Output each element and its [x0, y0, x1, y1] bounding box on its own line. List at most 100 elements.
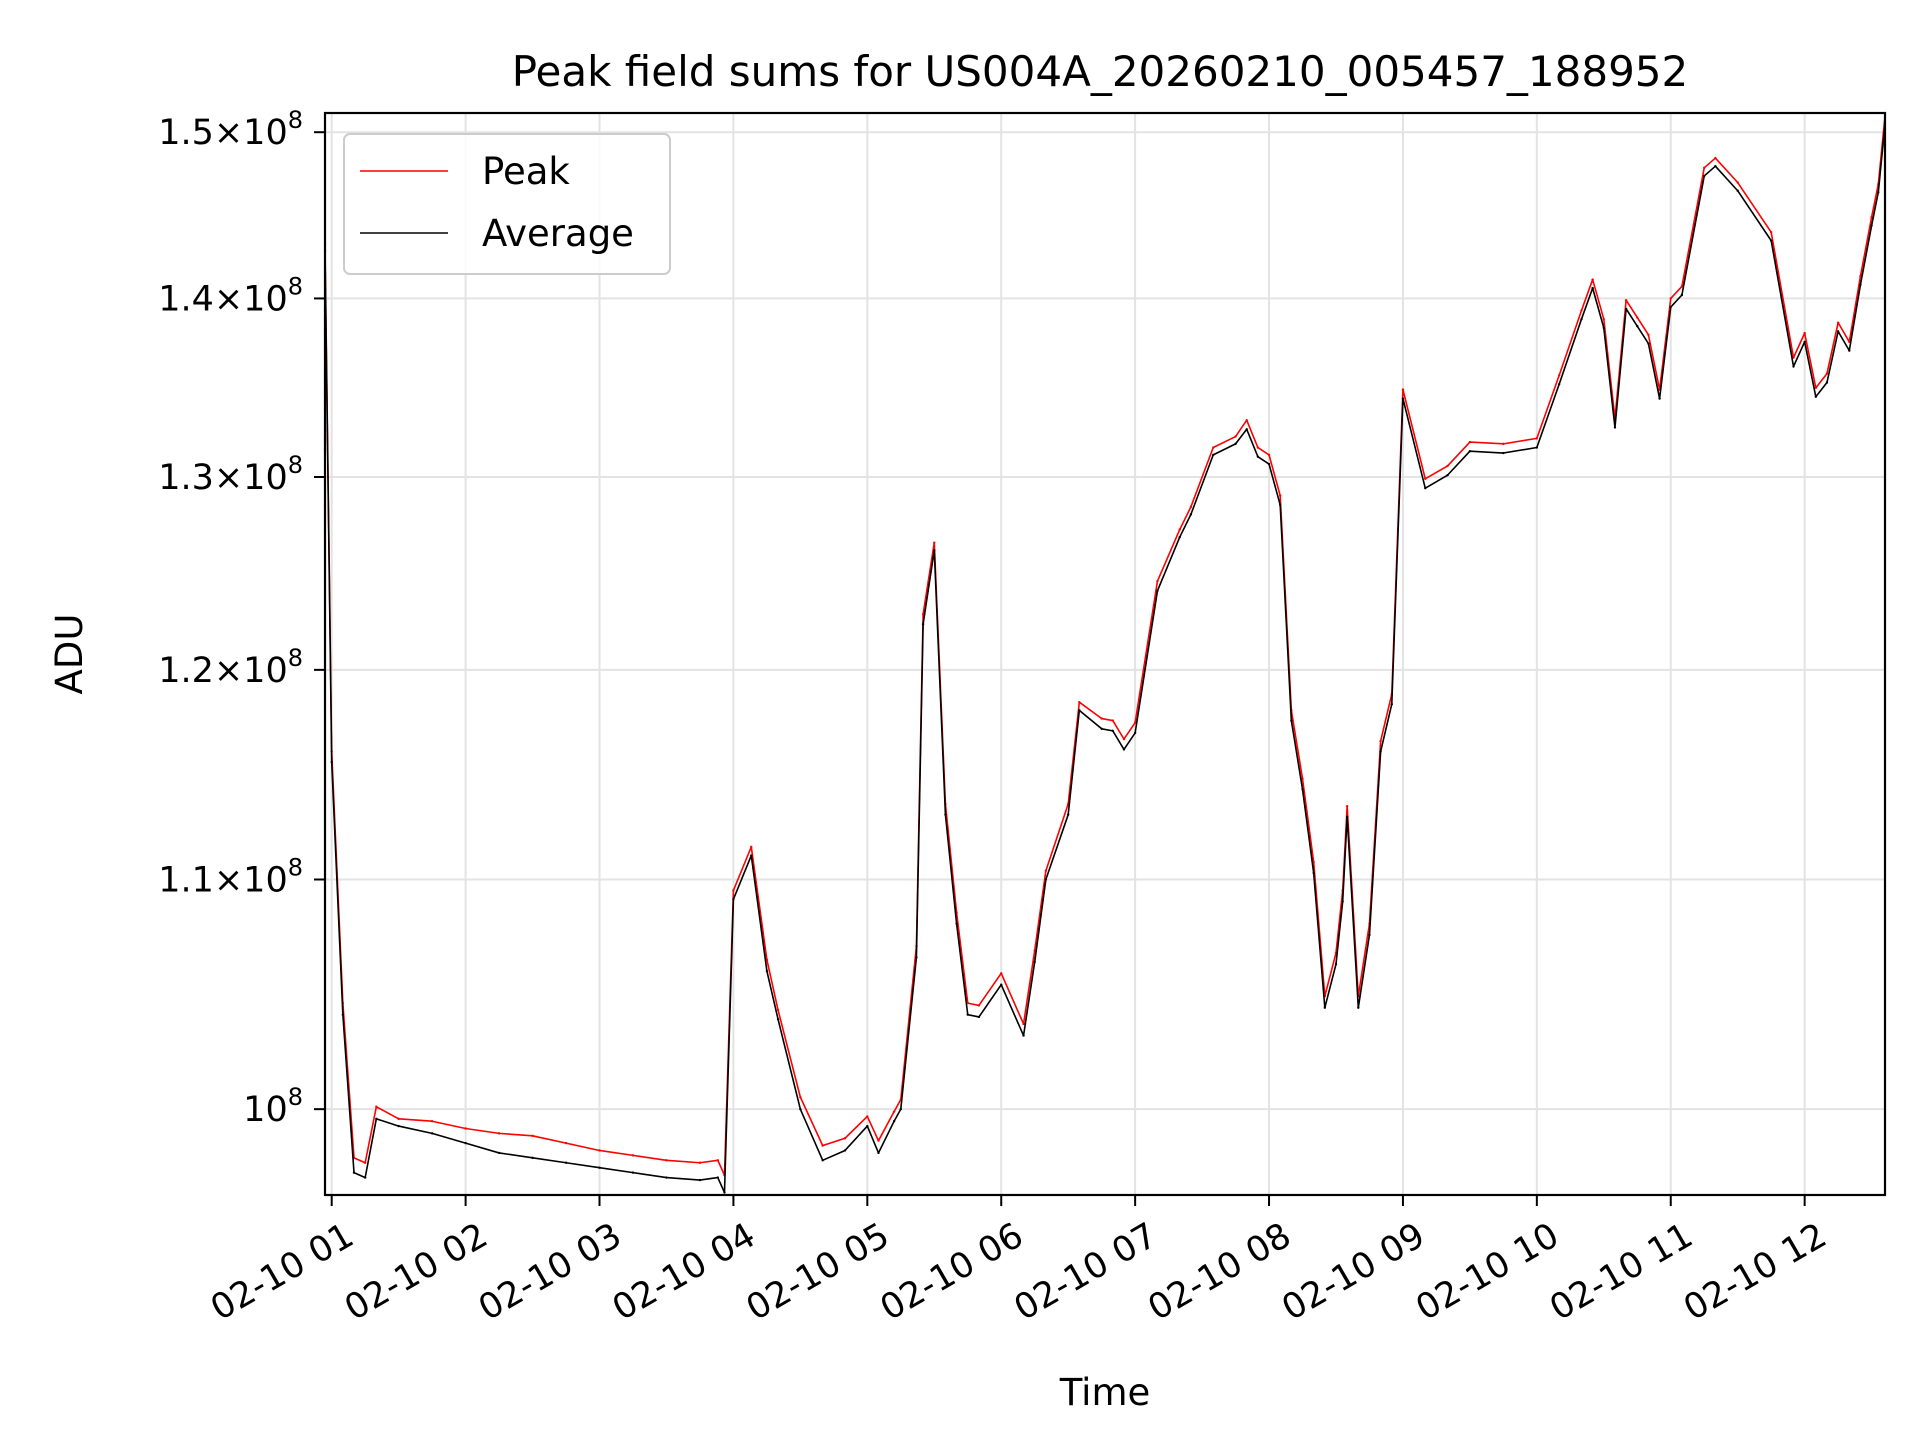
data-point	[1267, 462, 1271, 466]
data-point	[1301, 777, 1304, 780]
data-point	[799, 1095, 802, 1099]
grid	[325, 113, 1885, 1195]
data-point	[1100, 727, 1103, 731]
x-axis-label: Time	[1059, 1371, 1151, 1414]
data-point	[1234, 442, 1237, 446]
data-point	[1714, 164, 1717, 168]
data-point	[1122, 737, 1126, 741]
data-point	[1189, 505, 1193, 509]
data-point	[716, 1159, 719, 1162]
data-point	[1836, 321, 1840, 324]
data-point	[341, 1013, 345, 1016]
data-point	[1245, 428, 1248, 431]
data-point	[531, 1134, 534, 1138]
data-point	[375, 1117, 378, 1121]
data-point	[1033, 949, 1036, 952]
data-point	[1334, 963, 1338, 966]
data-point	[765, 958, 769, 961]
data-point	[723, 1191, 726, 1194]
data-point	[892, 1120, 896, 1123]
data-point	[1636, 316, 1639, 319]
data-point	[1669, 305, 1672, 309]
data-point	[1624, 307, 1628, 310]
data-point	[631, 1171, 635, 1174]
y-tick-label: 1.2×108	[158, 644, 303, 691]
data-point	[1156, 579, 1159, 583]
data-point	[1658, 397, 1661, 400]
data-point	[1446, 473, 1449, 477]
data-point	[464, 1127, 467, 1130]
data-point	[1580, 309, 1583, 312]
data-point	[1390, 703, 1393, 706]
series-average	[325, 122, 1885, 1194]
data-point	[1825, 381, 1829, 384]
data-point	[598, 1166, 601, 1169]
data-point	[1345, 804, 1349, 808]
data-point	[1133, 731, 1137, 735]
data-point	[843, 1137, 847, 1140]
data-point	[1602, 317, 1605, 321]
data-point	[1022, 1034, 1025, 1037]
data-point	[1100, 717, 1103, 720]
data-point	[1669, 297, 1672, 300]
data-point	[977, 1015, 981, 1019]
data-point	[944, 813, 947, 816]
data-point	[1267, 453, 1271, 457]
data-point	[866, 1124, 869, 1128]
data-point	[564, 1161, 568, 1164]
data-point	[1836, 330, 1840, 333]
data-point	[843, 1149, 847, 1152]
data-point	[1502, 442, 1505, 446]
data-point	[531, 1156, 534, 1160]
y-axis: 108 1.1×108 1.2×108 1.3×108 1.4×108 1.5×108	[158, 106, 325, 1130]
data-point	[1256, 446, 1260, 449]
data-point	[1368, 933, 1371, 937]
data-point	[1290, 719, 1293, 722]
data-point	[1814, 395, 1818, 398]
data-point	[1033, 960, 1036, 964]
data-point	[1000, 972, 1003, 975]
data-point	[1341, 900, 1344, 903]
data-point	[1647, 342, 1650, 345]
data-point	[1870, 216, 1873, 219]
data-point	[866, 1115, 869, 1118]
data-point	[1736, 189, 1739, 192]
data-point	[1323, 1006, 1327, 1009]
data-point	[1680, 285, 1684, 288]
data-point	[464, 1141, 467, 1145]
data-point	[1245, 419, 1248, 422]
legend-label-average: Average	[482, 212, 634, 255]
data-point	[1212, 446, 1215, 449]
data-point	[1189, 513, 1193, 516]
data-point	[1122, 748, 1126, 751]
plot-frame	[323, 111, 1887, 1197]
legend-box	[343, 133, 671, 275]
data-point	[330, 760, 333, 764]
data-point	[363, 1161, 367, 1164]
data-point	[352, 1171, 356, 1174]
data-point	[776, 1018, 780, 1021]
y-tick-label: 108	[243, 1083, 303, 1130]
data-point	[1066, 813, 1070, 816]
data-point	[1848, 349, 1851, 352]
data-point	[1680, 293, 1684, 297]
data-point	[430, 1120, 434, 1123]
data-point	[821, 1144, 824, 1147]
data-point	[1468, 449, 1472, 453]
data-point	[892, 1110, 896, 1113]
data-point	[1357, 1006, 1360, 1009]
data-point	[1278, 494, 1282, 497]
data-point	[1703, 166, 1706, 169]
data-point	[1379, 750, 1382, 753]
data-point	[1502, 451, 1505, 455]
data-point	[1703, 174, 1706, 178]
data-point	[1535, 446, 1539, 449]
data-point	[665, 1159, 668, 1162]
data-point	[732, 898, 735, 901]
data-point	[1535, 437, 1539, 440]
data-point	[1000, 983, 1003, 986]
data-point	[1557, 374, 1561, 377]
data-point	[1256, 455, 1260, 458]
data-point	[1714, 156, 1717, 160]
data-point	[497, 1132, 501, 1135]
